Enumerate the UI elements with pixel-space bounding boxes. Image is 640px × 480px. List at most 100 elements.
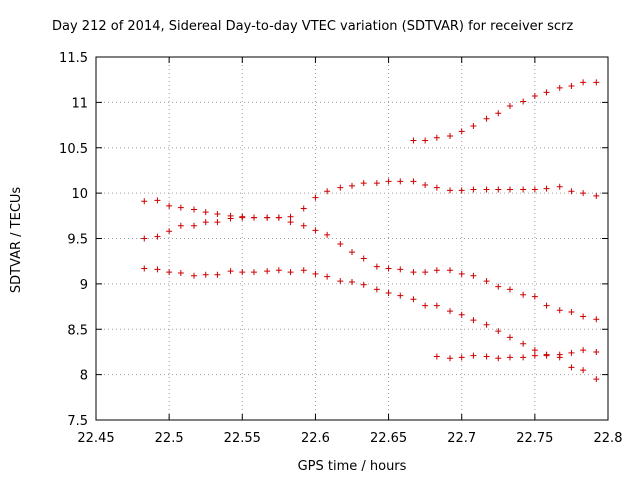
data-point-track-1 — [360, 255, 367, 262]
data-point-track-3 — [483, 321, 490, 328]
data-point-track-2 — [397, 178, 404, 185]
y-tick-label: 11 — [71, 96, 88, 111]
data-point-track-1 — [191, 206, 198, 213]
data-point-track-4 — [568, 83, 575, 90]
data-point-track-2 — [214, 219, 221, 226]
data-point-track-2 — [506, 186, 513, 193]
y-tick-label: 9 — [80, 278, 88, 293]
data-point-track-2 — [531, 186, 538, 193]
data-point-track-1 — [349, 249, 355, 256]
data-point-track-2 — [470, 186, 477, 193]
data-point-track-4 — [483, 115, 490, 122]
x-tick-label: 22.45 — [77, 431, 114, 446]
data-point-track-3 — [177, 269, 184, 276]
data-point-track-4 — [470, 122, 477, 129]
data-point-track-2 — [422, 181, 429, 188]
y-tick-label: 11.5 — [59, 51, 88, 66]
y-tick-label: 10 — [71, 187, 88, 202]
data-point-track-3 — [410, 296, 417, 303]
data-point-track-3 — [239, 269, 246, 276]
data-point-track-1 — [202, 209, 209, 216]
y-tick-label: 8 — [80, 369, 88, 384]
data-point-track-2 — [373, 180, 380, 187]
data-point-track-1 — [287, 213, 294, 220]
data-point-track-1 — [506, 286, 513, 293]
data-point-track-3 — [166, 269, 173, 276]
data-point-track-2 — [556, 183, 563, 190]
data-point-track-1 — [580, 313, 587, 320]
data-point-track-4 — [520, 98, 527, 105]
data-point-track-1 — [556, 307, 563, 314]
data-point-track-2 — [349, 182, 355, 189]
data-point-track-5 — [520, 354, 527, 361]
data-point-track-2 — [166, 228, 173, 235]
y-tick-label: 7.5 — [67, 414, 88, 429]
data-point-track-1 — [531, 293, 538, 300]
data-point-track-4 — [433, 134, 440, 141]
data-point-track-3 — [250, 269, 257, 276]
data-point-track-3 — [373, 286, 380, 293]
data-point-track-3 — [593, 376, 600, 383]
data-point-track-5 — [483, 353, 490, 360]
x-tick-label: 22.55 — [224, 431, 261, 446]
data-point-track-2 — [580, 190, 587, 197]
x-tick-label: 22.75 — [516, 431, 553, 446]
data-point-track-3 — [433, 302, 440, 309]
data-point-track-1 — [166, 202, 173, 209]
data-point-track-4 — [410, 137, 417, 144]
data-point-track-3 — [202, 271, 209, 278]
data-point-track-3 — [312, 270, 319, 277]
data-point-track-2 — [191, 222, 198, 229]
data-point-track-3 — [531, 347, 538, 354]
data-point-track-1 — [447, 267, 454, 274]
data-point-track-5 — [556, 351, 563, 358]
data-point-track-1 — [312, 227, 319, 234]
data-point-track-3 — [397, 292, 404, 299]
data-point-track-2 — [275, 214, 282, 221]
data-point-track-3 — [385, 289, 392, 296]
data-point-track-2 — [458, 187, 465, 194]
data-point-track-1 — [214, 210, 221, 217]
data-point-track-3 — [458, 311, 465, 318]
data-point-track-4 — [447, 132, 454, 139]
data-point-track-2 — [360, 180, 367, 187]
data-point-track-4 — [458, 128, 465, 135]
data-point-track-2 — [324, 188, 331, 195]
x-tick-label: 22.7 — [447, 431, 476, 446]
data-point-track-2 — [300, 205, 307, 212]
data-point-track-3 — [154, 266, 161, 273]
data-point-track-3 — [506, 334, 513, 341]
data-point-track-2 — [202, 219, 209, 226]
data-point-track-1 — [373, 263, 380, 270]
data-point-track-1 — [433, 267, 440, 274]
data-point-track-1 — [337, 240, 344, 247]
data-point-track-2 — [250, 214, 257, 221]
data-point-track-4 — [580, 79, 587, 86]
y-tick-label: 8.5 — [67, 323, 88, 338]
data-point-track-2 — [227, 215, 234, 222]
data-point-track-2 — [287, 219, 294, 226]
data-point-track-4 — [495, 110, 502, 117]
data-point-track-5 — [593, 348, 600, 355]
data-point-track-1 — [458, 270, 465, 277]
data-point-track-2 — [593, 192, 600, 199]
data-point-track-3 — [275, 267, 282, 274]
data-point-track-3 — [191, 272, 198, 279]
data-point-track-2 — [568, 188, 575, 195]
data-point-track-1 — [300, 222, 307, 229]
data-point-track-1 — [568, 309, 575, 316]
data-point-track-2 — [483, 186, 490, 193]
data-point-track-2 — [154, 233, 161, 240]
data-point-track-3 — [287, 269, 294, 276]
x-tick-label: 22.5 — [155, 431, 184, 446]
y-tick-label: 10.5 — [59, 142, 88, 157]
y-tick-label: 9.5 — [67, 233, 88, 248]
data-point-track-2 — [543, 185, 550, 192]
data-point-track-2 — [239, 214, 246, 221]
data-point-track-4 — [422, 137, 429, 144]
data-point-track-1 — [410, 269, 417, 276]
x-tick-label: 22.8 — [594, 431, 623, 446]
data-point-track-3 — [264, 268, 271, 275]
data-point-track-1 — [483, 278, 490, 285]
data-point-track-3 — [141, 265, 148, 272]
